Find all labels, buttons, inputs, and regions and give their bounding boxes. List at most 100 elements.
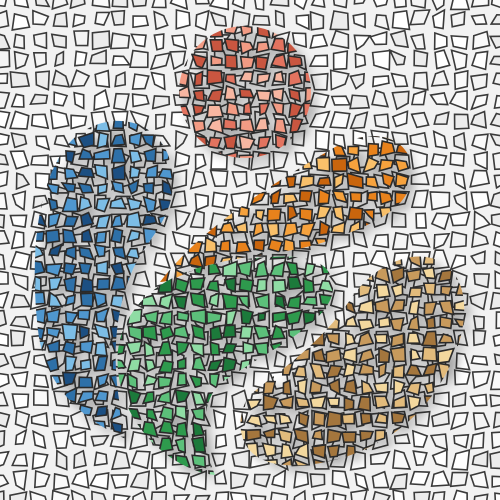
mosaic-tile xyxy=(64,310,79,324)
mosaic-tile xyxy=(311,443,327,460)
mosaic-tile xyxy=(473,272,491,289)
mosaic-tile xyxy=(269,0,290,7)
mosaic-tile xyxy=(433,31,448,51)
mosaic-tile xyxy=(292,457,308,466)
mosaic-tile xyxy=(130,450,151,470)
mosaic-tile xyxy=(262,414,278,425)
mosaic-tile xyxy=(270,101,285,116)
mosaic-tile xyxy=(391,110,409,128)
mosaic-tile xyxy=(354,472,370,491)
mosaic-tile xyxy=(48,242,63,257)
mosaic-tile xyxy=(409,33,426,50)
mosaic-tile xyxy=(71,469,90,489)
mosaic-tile xyxy=(212,409,227,429)
mosaic-tile xyxy=(221,292,239,310)
mosaic-tile xyxy=(347,206,364,221)
mosaic-tile xyxy=(270,187,282,205)
mosaic-tile xyxy=(173,324,190,340)
mosaic-tile xyxy=(278,412,293,425)
mosaic-tile xyxy=(325,348,343,364)
mosaic-tile xyxy=(282,379,293,396)
mosaic-tile xyxy=(32,52,47,69)
mosaic-tile xyxy=(325,364,344,379)
mosaic-tile xyxy=(360,379,375,395)
mosaic-tile xyxy=(253,239,266,252)
mosaic-tile xyxy=(472,329,487,347)
mosaic-tile xyxy=(430,470,451,488)
mosaic-tile xyxy=(49,109,70,130)
mosaic-tile xyxy=(301,296,318,307)
mosaic-tile xyxy=(298,189,313,203)
mosaic-tile xyxy=(238,277,255,293)
mosaic-tile xyxy=(365,176,380,189)
mosaic-tile xyxy=(113,493,131,500)
mosaic-tile xyxy=(333,133,347,150)
mosaic-tile xyxy=(192,89,205,102)
mosaic-tile xyxy=(471,133,489,151)
mosaic-tile xyxy=(127,120,141,133)
mosaic-tile xyxy=(144,358,157,373)
mosaic-tile xyxy=(189,277,206,291)
mosaic-tile xyxy=(267,238,284,253)
mosaic-tile xyxy=(270,53,288,70)
mosaic-tile xyxy=(205,310,223,325)
mosaic-tile xyxy=(9,490,28,500)
mosaic-tile xyxy=(44,356,60,373)
mosaic-tile xyxy=(329,29,350,50)
mosaic-tile xyxy=(329,10,350,31)
mosaic-tile xyxy=(407,287,423,298)
mosaic-tile xyxy=(489,191,500,209)
mosaic-tile xyxy=(408,299,421,316)
mosaic-tile xyxy=(470,110,488,129)
mosaic-tile xyxy=(378,346,391,364)
mosaic-tile xyxy=(169,50,187,71)
mosaic-tile xyxy=(112,246,127,261)
mosaic-tile xyxy=(347,145,360,157)
mosaic-tile xyxy=(91,30,111,51)
mosaic-tile xyxy=(309,473,326,488)
mosaic-tile xyxy=(9,214,28,228)
mosaic-tile xyxy=(170,169,188,190)
mosaic-tile xyxy=(409,9,431,26)
mosaic-tile xyxy=(231,449,251,469)
mosaic-tile xyxy=(448,89,468,111)
mosaic-tile xyxy=(127,178,140,195)
mosaic-tile xyxy=(394,158,410,173)
mosaic-tile xyxy=(110,421,124,434)
mosaic-tile xyxy=(299,221,317,238)
mosaic-tile xyxy=(110,9,126,26)
mosaic-tile xyxy=(32,194,49,209)
mosaic-tile xyxy=(110,474,130,489)
mosaic-tile xyxy=(190,53,208,69)
mosaic-tile xyxy=(45,308,61,324)
mosaic-tile xyxy=(0,332,9,347)
mosaic-tile xyxy=(174,209,191,231)
mosaic-tile xyxy=(431,0,445,12)
mosaic-tile xyxy=(52,390,70,408)
mosaic-tile xyxy=(72,13,86,28)
mosaic-tile xyxy=(470,191,491,211)
mosaic-tile xyxy=(391,211,407,228)
mosaic-tile xyxy=(127,388,142,405)
mosaic-tile xyxy=(378,361,387,379)
mosaic-tile xyxy=(349,94,371,110)
mosaic-tile xyxy=(295,14,310,31)
mosaic-tile xyxy=(141,213,158,226)
mosaic-tile xyxy=(142,182,155,195)
mosaic-tile xyxy=(93,88,111,111)
mosaic-tile xyxy=(472,30,491,51)
mosaic-tile xyxy=(309,10,325,31)
mosaic-tile xyxy=(32,31,48,50)
mosaic-tile xyxy=(371,49,391,71)
mosaic-tile xyxy=(453,369,471,386)
mosaic-tile xyxy=(219,239,231,253)
mosaic-tile xyxy=(254,0,265,11)
mosaic-tile xyxy=(209,169,229,188)
mosaic-tile xyxy=(257,312,267,322)
mosaic-tile xyxy=(362,208,375,223)
mosaic-tile xyxy=(326,397,341,407)
mosaic-tile xyxy=(358,362,375,376)
mosaic-tile xyxy=(46,339,61,353)
mosaic-tile xyxy=(214,469,228,485)
mosaic-tile xyxy=(492,151,500,171)
